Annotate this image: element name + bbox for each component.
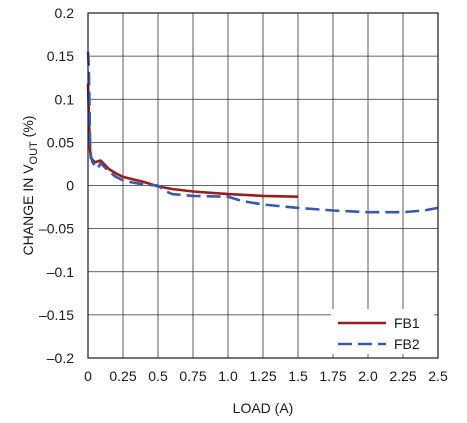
x-tick-label: 0.25 bbox=[109, 368, 136, 384]
x-tick-label: 2.5 bbox=[428, 368, 448, 384]
x-tick-label: 2.0 bbox=[358, 368, 378, 384]
y-tick-label: 0.05 bbox=[47, 134, 74, 150]
grid bbox=[87, 12, 439, 359]
x-tick-label: 0.5 bbox=[148, 368, 168, 384]
x-tick-label: 0.75 bbox=[179, 368, 206, 384]
y-tick-label: 0 bbox=[66, 178, 74, 194]
y-axis-label: CHANGE IN VOUT (%) bbox=[20, 116, 40, 256]
y-tick-label: –0.15 bbox=[39, 307, 74, 323]
x-tick-label: 1.25 bbox=[249, 368, 276, 384]
y-tick-label: –0.1 bbox=[47, 264, 74, 280]
y-tick-label: –0.05 bbox=[39, 221, 74, 237]
legend-label-fb1: FB1 bbox=[394, 315, 420, 331]
y-tick-label: 0.15 bbox=[47, 48, 74, 64]
x-tick-labels: 0 0.25 0.5 0.75 1.0 1.25 1.5 1.75 2.0 2.25 2.5 bbox=[84, 368, 448, 384]
x-tick-label: 1.5 bbox=[288, 368, 308, 384]
plot-frame bbox=[87, 12, 439, 359]
y-axis-label-unit: (%) bbox=[20, 116, 36, 142]
x-tick-label: 1.0 bbox=[218, 368, 238, 384]
legend-background bbox=[331, 309, 434, 354]
y-tick-labels: –0.2 –0.15 –0.1 –0.05 0 0.05 0.1 0.15 0.2 bbox=[39, 5, 74, 366]
y-tick-label: 0.2 bbox=[55, 5, 75, 21]
series-layer bbox=[86, 51, 439, 214]
series-line-fb2 bbox=[86, 51, 439, 214]
x-axis-label: LOAD (A) bbox=[233, 400, 294, 416]
y-tick-label: 0.1 bbox=[55, 91, 75, 107]
x-tick-label: 1.75 bbox=[319, 368, 346, 384]
legend-label-fb2: FB2 bbox=[394, 336, 420, 352]
y-axis-label-subscript: OUT bbox=[28, 141, 40, 165]
x-tick-label: 2.25 bbox=[389, 368, 416, 384]
y-axis-label-main: CHANGE IN V bbox=[20, 164, 36, 256]
x-tick-label: 0 bbox=[84, 368, 92, 384]
y-tick-label: –0.2 bbox=[47, 350, 74, 366]
